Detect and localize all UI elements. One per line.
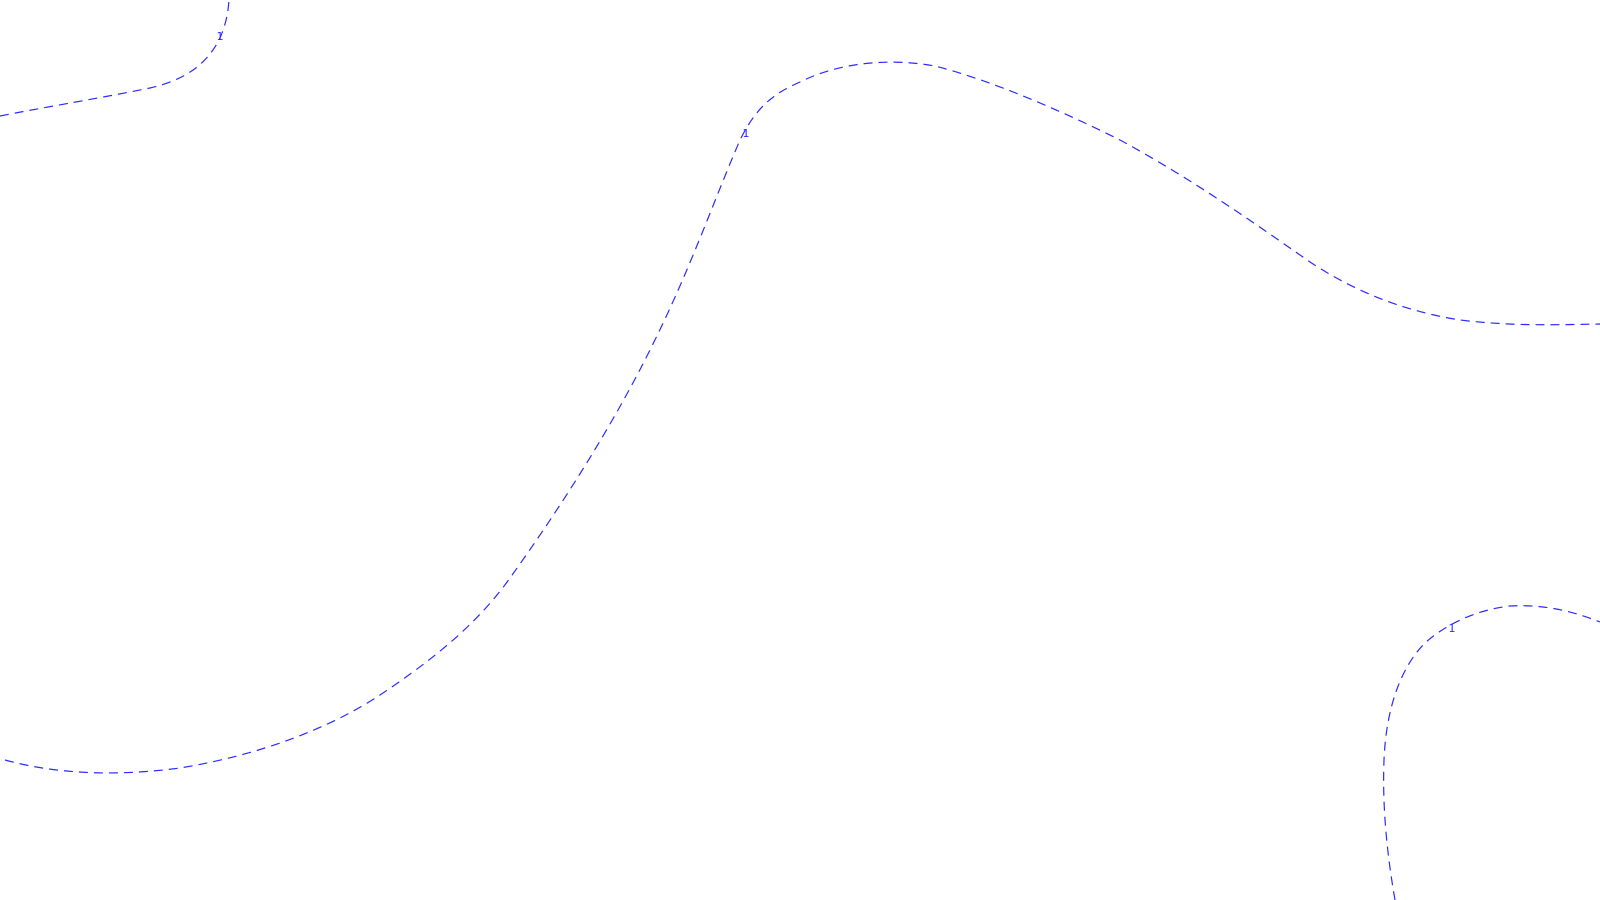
contour-line-bottom-right <box>1383 605 1600 900</box>
contour-label-central: 1 <box>743 127 750 140</box>
contour-label-top-left: 1 <box>217 30 224 43</box>
contour-line-central <box>4 61 1600 774</box>
contour-line-top-left <box>0 0 230 117</box>
contour-label-bottom-right: 1 <box>1449 622 1456 635</box>
